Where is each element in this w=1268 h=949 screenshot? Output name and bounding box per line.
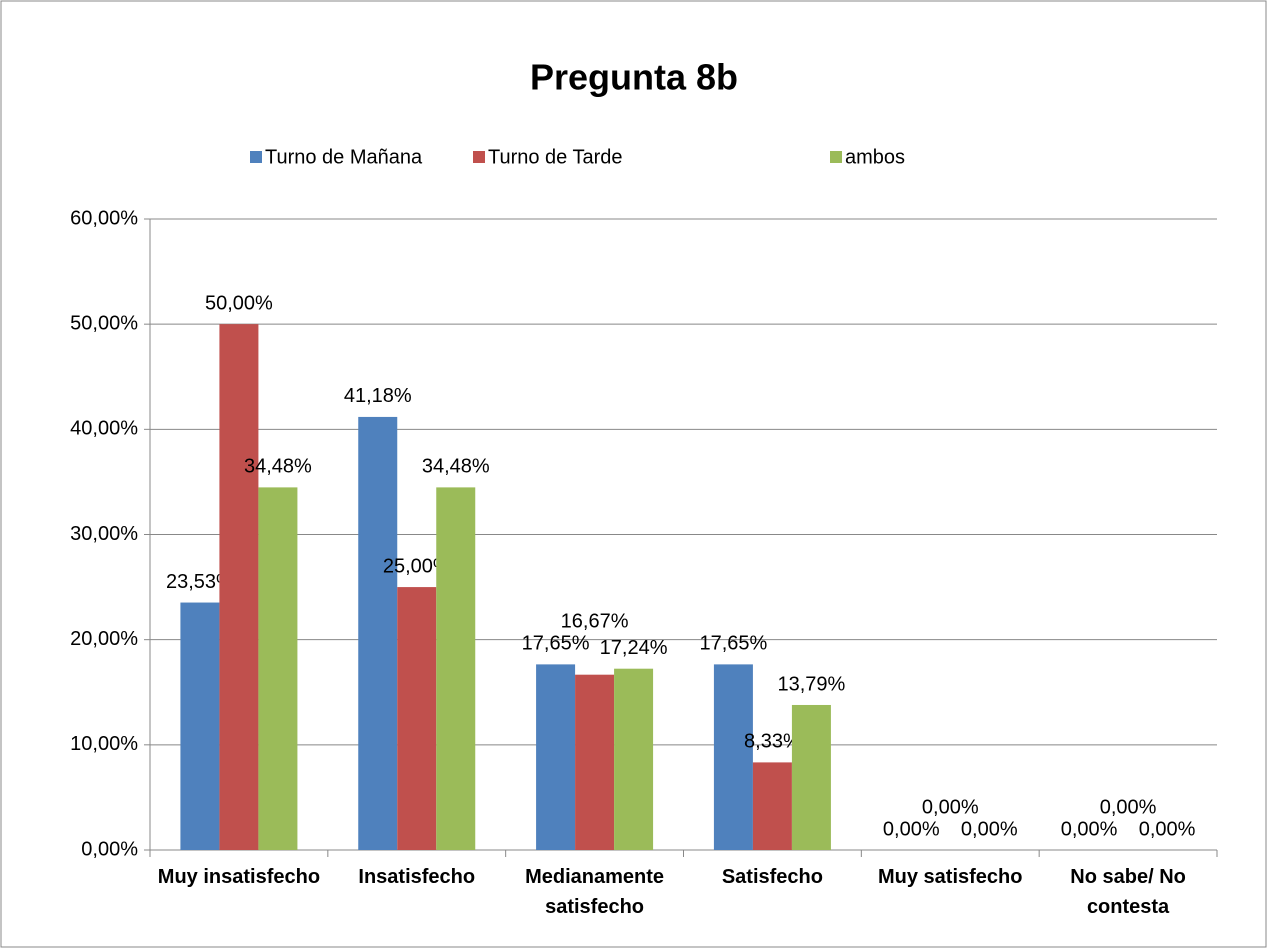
- y-tick-label: 30,00%: [70, 523, 138, 545]
- data-label: 0,00%: [961, 818, 1018, 840]
- legend-label: Turno de Tarde: [488, 146, 623, 168]
- x-tick-label: No sabe/ No contesta: [1070, 866, 1186, 918]
- y-tick-label: 50,00%: [70, 312, 138, 334]
- x-tick-label: Satisfecho: [721, 866, 823, 888]
- bar: [219, 324, 259, 851]
- data-label: 23,53%: [166, 571, 234, 593]
- data-label: 0,00%: [1061, 818, 1118, 840]
- legend-label: ambos: [845, 146, 905, 168]
- data-label: 17,65%: [699, 633, 767, 655]
- data-label: 17,65%: [522, 633, 590, 655]
- data-label: 0,00%: [922, 796, 979, 818]
- data-label: 16,67%: [561, 611, 629, 633]
- y-tick-label: 40,00%: [70, 418, 138, 440]
- data-label: 34,48%: [244, 456, 312, 478]
- chart-title: Pregunta 8b: [530, 57, 738, 98]
- bar: [436, 487, 476, 850]
- data-label: 34,48%: [422, 456, 490, 478]
- bar: [614, 668, 654, 850]
- bar: [575, 674, 615, 850]
- bar: [358, 416, 398, 850]
- data-label: 17,24%: [600, 637, 668, 659]
- data-label: 8,33%: [744, 731, 801, 753]
- legend-label: Turno de Mañana: [265, 146, 423, 168]
- data-label: 0,00%: [1100, 796, 1157, 818]
- x-tick-label: Medianamente satisfecho: [525, 866, 665, 918]
- bar: [752, 762, 792, 850]
- bar: [536, 664, 576, 850]
- legend-swatch: [830, 151, 842, 163]
- legend-swatch: [250, 151, 262, 163]
- bar: [180, 602, 220, 850]
- y-tick-label: 20,00%: [70, 628, 138, 650]
- x-tick-label: Muy insatisfecho: [157, 866, 321, 888]
- data-label: 0,00%: [883, 818, 940, 840]
- data-label: 25,00%: [383, 555, 451, 577]
- bar: [397, 587, 437, 850]
- bar: [713, 664, 753, 850]
- bar: [258, 487, 298, 850]
- y-tick-label: 0,00%: [81, 838, 138, 860]
- legend-swatch: [473, 151, 485, 163]
- y-tick-label: 10,00%: [70, 733, 138, 755]
- y-tick-label: 60,00%: [70, 207, 138, 229]
- bar: [791, 704, 831, 850]
- data-label: 50,00%: [205, 292, 273, 314]
- data-label: 13,79%: [777, 673, 845, 695]
- x-tick-label: Insatisfecho: [358, 866, 476, 888]
- data-label: 0,00%: [1139, 818, 1196, 840]
- x-tick-label: Muy satisfecho: [878, 866, 1023, 888]
- data-label: 41,18%: [344, 385, 412, 407]
